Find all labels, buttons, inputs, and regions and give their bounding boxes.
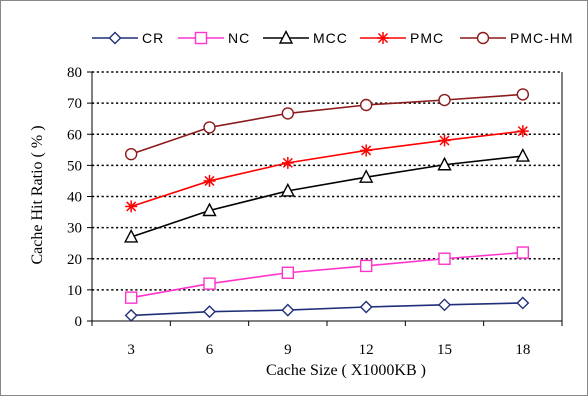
legend-marker-pmc: [377, 32, 389, 44]
y-tick-label-60: 60: [67, 127, 82, 143]
point-nc-15: [438, 252, 451, 265]
series-line-nc: [131, 251, 523, 299]
y-tick-label-50: 50: [67, 158, 82, 174]
point-nc-18: [516, 246, 530, 259]
legend-label-mcc: MCC: [313, 30, 348, 46]
axes: [87, 71, 563, 326]
legend-item-pmc-hm: PMC-HM: [460, 30, 574, 46]
legend-marker-cr: [108, 31, 122, 45]
legend-item-mcc: MCC: [263, 29, 348, 46]
point-mcc-6: [202, 202, 217, 217]
point-nc-3: [124, 291, 138, 304]
series-mcc: [124, 148, 530, 243]
x-tick-label-3: 3: [127, 342, 135, 358]
legend-item-nc: NC: [178, 30, 250, 46]
legend-marker-nc: [194, 31, 208, 45]
y-tick-label-70: 70: [67, 96, 82, 112]
point-mcc-15: [437, 156, 452, 171]
series-nc: [124, 246, 530, 304]
point-pmc-hm-18: [516, 88, 530, 101]
x-tick-label-9: 9: [284, 342, 292, 358]
legend-label-pmc-hm: PMC-HM: [510, 30, 574, 46]
point-pmc-hm-9: [281, 107, 295, 120]
point-cr-3: [124, 308, 138, 322]
series-line-pmc: [130, 130, 523, 208]
point-pmc-15-stroke-3: [439, 135, 450, 146]
point-pmc-3-stroke-3: [126, 201, 137, 212]
point-pmc-6: [203, 174, 216, 187]
point-nc-6: [203, 277, 216, 290]
series-group: [124, 88, 530, 322]
point-mcc-12: [359, 169, 374, 183]
point-cr-6: [203, 305, 216, 319]
point-pmc-18: [516, 125, 529, 138]
series-line-pmc-hm: [130, 93, 523, 155]
point-pmc-9-stroke-3: [282, 157, 293, 168]
point-pmc-12-stroke-3: [361, 145, 372, 156]
point-pmc-hm-3: [124, 147, 138, 161]
point-pmc-15: [438, 134, 451, 147]
point-pmc-hm-15: [438, 93, 451, 107]
series-pmc-hm: [124, 88, 530, 161]
series-cr: [124, 296, 530, 322]
legend-marker-pmc-hm: [476, 31, 490, 45]
y-tick-label-0: 0: [75, 314, 83, 330]
point-mcc-3: [124, 228, 139, 243]
point-pmc-18-stroke-3: [517, 126, 528, 137]
y-axis-label: Cache Hit Ratio ( % ): [29, 125, 46, 264]
legend-label-cr: CR: [142, 30, 164, 46]
legend-marker-mcc: [278, 29, 294, 44]
y-tick-label-20: 20: [67, 252, 82, 268]
y-tick-labels: 0 10 20 30 40 50 60 70 80: [67, 65, 82, 330]
point-cr-9: [281, 303, 295, 317]
series-line-mcc: [130, 155, 523, 238]
x-tick-label-18: 18: [515, 342, 530, 358]
y-tick-label-10: 10: [67, 283, 82, 299]
point-cr-15: [438, 298, 451, 312]
point-mcc-9: [280, 182, 295, 197]
point-mcc-18: [515, 148, 530, 162]
legend-item-cr: CR: [92, 30, 164, 46]
x-tick-label-15: 15: [437, 342, 452, 358]
legend-marker-pmc-stroke-3: [377, 32, 389, 44]
point-pmc-12: [360, 144, 373, 157]
point-cr-12: [359, 300, 373, 314]
point-pmc-hm-12: [359, 98, 373, 112]
x-axis-label: Cache Size ( X1000KB ): [266, 362, 426, 379]
legend: CR NC MCC PMC PMC-HM: [92, 29, 574, 46]
series-line-cr: [131, 302, 523, 317]
point-nc-12: [359, 259, 373, 273]
x-tick-label-12: 12: [359, 342, 374, 358]
y-tick-label-80: 80: [67, 65, 82, 81]
point-pmc-3: [125, 200, 138, 213]
point-pmc-9: [281, 156, 294, 169]
legend-item-pmc: PMC: [360, 30, 444, 46]
point-pmc-6-stroke-3: [204, 175, 215, 186]
point-nc-9: [281, 266, 295, 279]
point-pmc-hm-6: [203, 121, 216, 134]
x-tick-labels: 3 6 9 12 15 18: [127, 342, 530, 358]
legend-label-pmc: PMC: [410, 30, 444, 46]
legend-label-nc: NC: [228, 30, 250, 46]
series-pmc: [125, 125, 529, 213]
y-tick-label-40: 40: [67, 190, 82, 206]
y-tick-label-30: 30: [67, 221, 82, 237]
point-cr-18: [516, 296, 530, 310]
x-tick-label-6: 6: [206, 342, 214, 358]
